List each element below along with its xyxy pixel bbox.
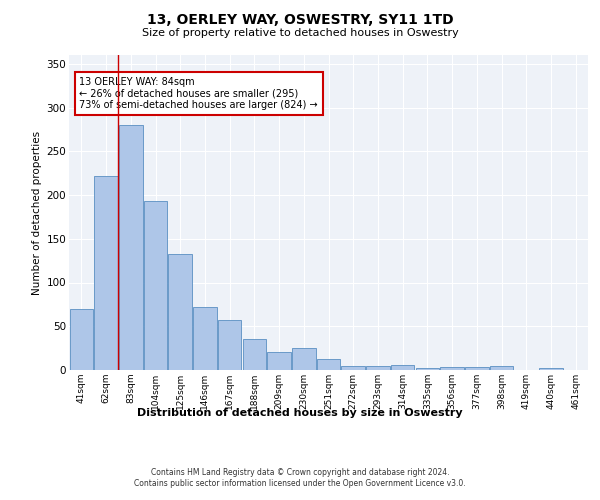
Bar xyxy=(268,352,291,370)
Text: Distribution of detached houses by size in Oswestry: Distribution of detached houses by size … xyxy=(137,408,463,418)
Y-axis label: Number of detached properties: Number of detached properties xyxy=(32,130,43,294)
Bar xyxy=(193,307,217,370)
Bar xyxy=(218,320,241,370)
Bar xyxy=(144,201,167,370)
Bar xyxy=(242,340,266,370)
Bar xyxy=(292,348,316,370)
Bar xyxy=(341,366,365,370)
Bar xyxy=(119,125,143,370)
Bar xyxy=(539,368,563,370)
Bar xyxy=(169,254,192,370)
Bar xyxy=(94,176,118,370)
Text: Contains HM Land Registry data © Crown copyright and database right 2024.
Contai: Contains HM Land Registry data © Crown c… xyxy=(134,468,466,487)
Bar xyxy=(490,366,513,370)
Text: Size of property relative to detached houses in Oswestry: Size of property relative to detached ho… xyxy=(142,28,458,38)
Bar xyxy=(416,368,439,370)
Text: 13, OERLEY WAY, OSWESTRY, SY11 1TD: 13, OERLEY WAY, OSWESTRY, SY11 1TD xyxy=(146,12,454,26)
Bar xyxy=(366,366,389,370)
Bar xyxy=(465,366,488,370)
Bar xyxy=(391,365,415,370)
Text: 13 OERLEY WAY: 84sqm
← 26% of detached houses are smaller (295)
73% of semi-deta: 13 OERLEY WAY: 84sqm ← 26% of detached h… xyxy=(79,77,318,110)
Bar xyxy=(70,308,93,370)
Bar xyxy=(440,366,464,370)
Bar xyxy=(317,358,340,370)
